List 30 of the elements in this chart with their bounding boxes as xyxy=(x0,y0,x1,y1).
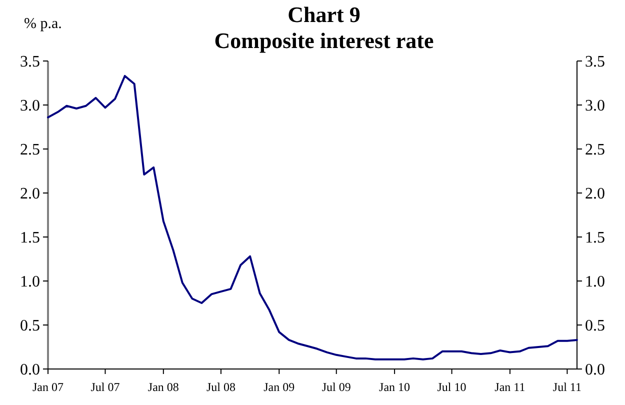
y-tick-label: 1.5 xyxy=(20,230,40,247)
y2-tick-label: 0.0 xyxy=(585,362,605,379)
x-tick-label: Jan 10 xyxy=(379,380,410,394)
x-tick-label: Jul 09 xyxy=(322,380,351,394)
chart-title: Chart 9 xyxy=(288,2,360,27)
y2-tick-label: 2.0 xyxy=(585,186,605,203)
y-tick-label: 2.0 xyxy=(20,186,40,203)
y-tick-label: 3.0 xyxy=(20,98,40,115)
y2-tick-label: 1.0 xyxy=(585,274,605,291)
x-tick-label: Jan 11 xyxy=(494,380,526,394)
x-tick-label: Jan 08 xyxy=(148,380,179,394)
x-tick-label: Jul 08 xyxy=(206,380,236,394)
y2-tick-label: 3.0 xyxy=(585,98,605,115)
y-tick-label: 1.0 xyxy=(20,274,40,291)
x-tick-label: Jul 11 xyxy=(552,380,582,394)
y2-tick-label: 0.5 xyxy=(585,318,605,335)
y-tick-label: 3.5 xyxy=(20,54,40,71)
y-tick-label: 0.5 xyxy=(20,318,40,335)
x-tick-label: Jul 07 xyxy=(90,380,120,394)
x-tick-label: Jul 10 xyxy=(437,380,466,394)
x-tick-label: Jan 07 xyxy=(32,380,64,394)
line-series xyxy=(47,74,578,360)
chart-subtitle: Composite interest rate xyxy=(214,28,434,53)
y2-tick-label: 1.5 xyxy=(585,230,605,247)
y2-tick-label: 2.5 xyxy=(585,142,605,159)
y2-tick-label: 3.5 xyxy=(585,54,605,71)
y-tick-label: 2.5 xyxy=(20,142,40,159)
x-tick-label: Jan 09 xyxy=(264,380,295,394)
y-axis-title: % p.a. xyxy=(24,16,62,32)
y-tick-label: 0.0 xyxy=(20,362,40,379)
